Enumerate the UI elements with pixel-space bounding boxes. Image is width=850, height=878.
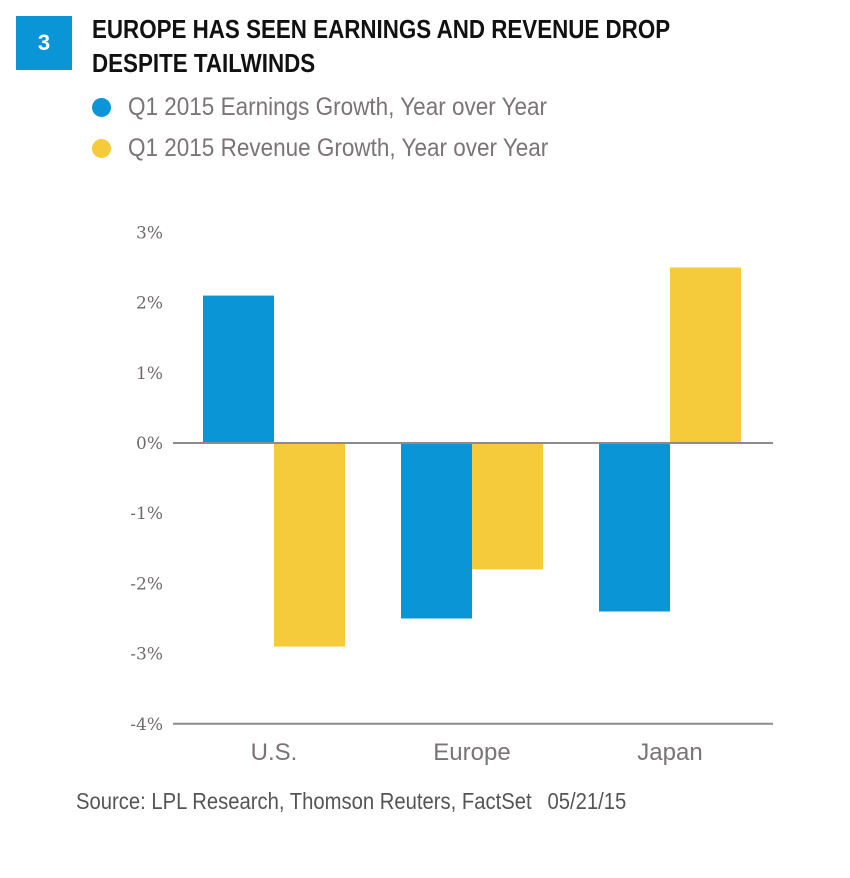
chart-title: EUROPE HAS SEEN EARNINGS AND REVENUE DRO… bbox=[92, 12, 711, 80]
legend-label-earnings: Q1 2015 Earnings Growth, Year over Year bbox=[128, 93, 548, 121]
y-tick-label: -3% bbox=[130, 645, 163, 665]
y-axis: 3% 2% 1% 0% -1% -2% -3% -4% bbox=[130, 223, 163, 734]
legend-marker-earnings bbox=[92, 98, 111, 117]
y-tick-label: 1% bbox=[136, 364, 163, 384]
y-tick-label: 3% bbox=[136, 223, 163, 243]
bars bbox=[203, 267, 741, 647]
y-tick-label: -4% bbox=[130, 715, 163, 735]
bar-revenue-japan bbox=[670, 267, 741, 443]
bar-earnings-europe bbox=[401, 443, 472, 619]
bar-earnings-us bbox=[203, 295, 274, 443]
source-text: Source: LPL Research, Thomson Reuters, F… bbox=[76, 788, 532, 814]
chart-title-line-1: EUROPE HAS SEEN EARNINGS AND REVENUE DRO… bbox=[92, 14, 671, 44]
x-category-label: Japan bbox=[637, 739, 702, 766]
bar-revenue-us bbox=[274, 443, 345, 647]
y-tick-label: -2% bbox=[130, 574, 163, 594]
y-tick-label: 0% bbox=[136, 434, 163, 454]
chart-title-line-2: DESPITE TAILWINDS bbox=[92, 48, 316, 78]
legend-marker-revenue bbox=[92, 139, 111, 158]
figure-number-badge: 3 bbox=[16, 16, 72, 70]
bar-earnings-japan bbox=[599, 443, 670, 612]
source-date: 05/21/15 bbox=[547, 788, 627, 814]
source-note: Source: LPL Research, Thomson Reuters, F… bbox=[76, 788, 626, 815]
axis-lines bbox=[173, 442, 773, 725]
y-tick-label: -1% bbox=[130, 504, 163, 524]
bar-revenue-europe bbox=[472, 443, 543, 570]
legend-item-earnings: Q1 2015 Earnings Growth, Year over Year bbox=[92, 93, 594, 122]
x-category-label: U.S. bbox=[251, 739, 298, 766]
x-axis: U.S. Europe Japan bbox=[251, 739, 703, 766]
legend-label-revenue: Q1 2015 Revenue Growth, Year over Year bbox=[128, 134, 549, 162]
x-category-label: Europe bbox=[433, 739, 510, 766]
y-tick-label: 2% bbox=[136, 294, 163, 314]
legend-item-revenue: Q1 2015 Revenue Growth, Year over Year bbox=[92, 134, 595, 163]
